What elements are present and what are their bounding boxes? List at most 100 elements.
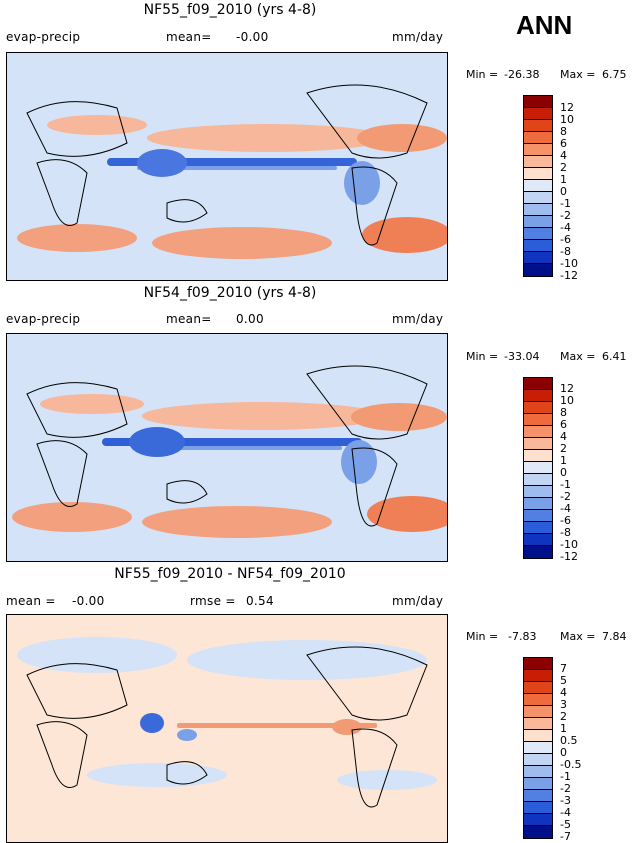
panel1-swatch [524, 240, 552, 252]
panel1-min-value: -26.38 [504, 68, 540, 81]
panel1-units: mm/day [392, 30, 444, 44]
panel3-swatch [524, 802, 552, 814]
panel2-max-label: Max = [560, 350, 596, 363]
panel2-level: -6 [560, 514, 571, 527]
panel1-level: 6 [560, 137, 567, 150]
panel2-swatch [524, 378, 552, 390]
season-label: ANN [516, 10, 573, 40]
panel3-swatch [524, 658, 552, 670]
panel3-title: NF55_f09_2010 - NF54_f09_2010 [114, 566, 346, 582]
panel1-swatch [524, 228, 552, 240]
panel3-level: 2 [560, 710, 567, 723]
panel1-level: -12 [560, 269, 578, 282]
panel1-swatch [524, 132, 552, 144]
panel1-level: 8 [560, 125, 567, 138]
panel3-max-value: 7.84 [602, 630, 627, 643]
panel2-mean-value: 0.00 [236, 312, 264, 326]
panel2-title: NF54_f09_2010 (yrs 4-8) [143, 285, 317, 301]
panel1-swatch [524, 216, 552, 228]
panel3-level: 4 [560, 686, 567, 699]
panel3-level: -5 [560, 818, 571, 831]
panel1-level: -2 [560, 209, 571, 222]
panel1-swatch [524, 168, 552, 180]
panel3-swatch [524, 730, 552, 742]
panel2-field [7, 334, 447, 561]
panel3-rmse-value: 0.54 [246, 594, 274, 608]
panel1-swatch [524, 264, 552, 276]
panel2-swatch [524, 546, 552, 558]
panel3-level: 0 [560, 746, 567, 759]
panel2-swatch [524, 402, 552, 414]
panel3-swatch [524, 766, 552, 778]
panel3-rmse-label: rmse = [190, 594, 236, 608]
panel3-level: -2 [560, 782, 571, 795]
panel3-swatch [524, 718, 552, 730]
panel1-variable-label: evap-precip [6, 30, 81, 44]
panel2-swatch [524, 462, 552, 474]
panel3-field [7, 615, 447, 842]
panel1-swatch [524, 108, 552, 120]
panel1-field [7, 53, 447, 280]
panel3-level: 7 [560, 662, 567, 675]
panel2-swatch [524, 450, 552, 462]
panel1-min-label: Min = [466, 68, 499, 81]
panel3-swatch [524, 670, 552, 682]
panel1-swatch [524, 204, 552, 216]
panel1-level: 2 [560, 161, 567, 174]
panel1-mean-label: mean= [166, 30, 212, 44]
panel2-min-value: -33.04 [504, 350, 540, 363]
panel3-mean-label: mean = [6, 594, 56, 608]
panel2-level: -4 [560, 502, 571, 515]
panel1-level: 10 [560, 113, 574, 126]
panel3-units: mm/day [392, 594, 444, 608]
panel2-mean-label: mean= [166, 312, 212, 326]
panel2-swatch [524, 534, 552, 546]
panel2-swatch [524, 390, 552, 402]
panel3-level: 1 [560, 722, 567, 735]
panel3-level: -0.5 [560, 758, 582, 771]
panel3-level: -3 [560, 794, 571, 807]
panel2-level: 10 [560, 394, 574, 407]
panel3-level: 0.5 [560, 734, 578, 747]
panel2-level: 12 [560, 382, 574, 395]
panel3-swatch [524, 754, 552, 766]
panel1-level: -8 [560, 245, 571, 258]
panel3-swatch [524, 682, 552, 694]
panel1-swatch [524, 156, 552, 168]
panel2-colorbar [523, 377, 553, 559]
panel2-level: -10 [560, 538, 578, 551]
panel3-min-label: Min = [466, 630, 499, 643]
panel3-level: -1 [560, 770, 571, 783]
panel2-level: 8 [560, 406, 567, 419]
panel2-level: -2 [560, 490, 571, 503]
panel1-swatch [524, 144, 552, 156]
panel1-map [6, 52, 448, 281]
panel2-swatch [524, 486, 552, 498]
panel2-level: 2 [560, 442, 567, 455]
panel3-min-value: -7.83 [508, 630, 537, 643]
panel2-level: -12 [560, 550, 578, 563]
panel1-swatch [524, 252, 552, 264]
panel2-variable-label: evap-precip [6, 312, 81, 326]
panel1-max-label: Max = [560, 68, 596, 81]
panel3-colorbar [523, 657, 553, 839]
panel3-level: -4 [560, 806, 571, 819]
panel1-level: -1 [560, 197, 571, 210]
panel2-max-value: 6.41 [602, 350, 627, 363]
panel3-swatch [524, 778, 552, 790]
panel2-swatch [524, 414, 552, 426]
panel2-swatch [524, 426, 552, 438]
panel2-level: 1 [560, 454, 567, 467]
panel3-swatch [524, 826, 552, 838]
panel1-colorbar [523, 95, 553, 277]
panel1-level: -4 [560, 221, 571, 234]
panel3-level: -7 [560, 830, 571, 843]
panel2-swatch [524, 522, 552, 534]
panel3-max-label: Max = [560, 630, 596, 643]
panel1-level: 12 [560, 101, 574, 114]
panel1-swatch [524, 192, 552, 204]
panel2-units: mm/day [392, 312, 444, 326]
panel1-title: NF55_f09_2010 (yrs 4-8) [143, 2, 317, 18]
panel2-min-label: Min = [466, 350, 499, 363]
panel1-level: 0 [560, 185, 567, 198]
